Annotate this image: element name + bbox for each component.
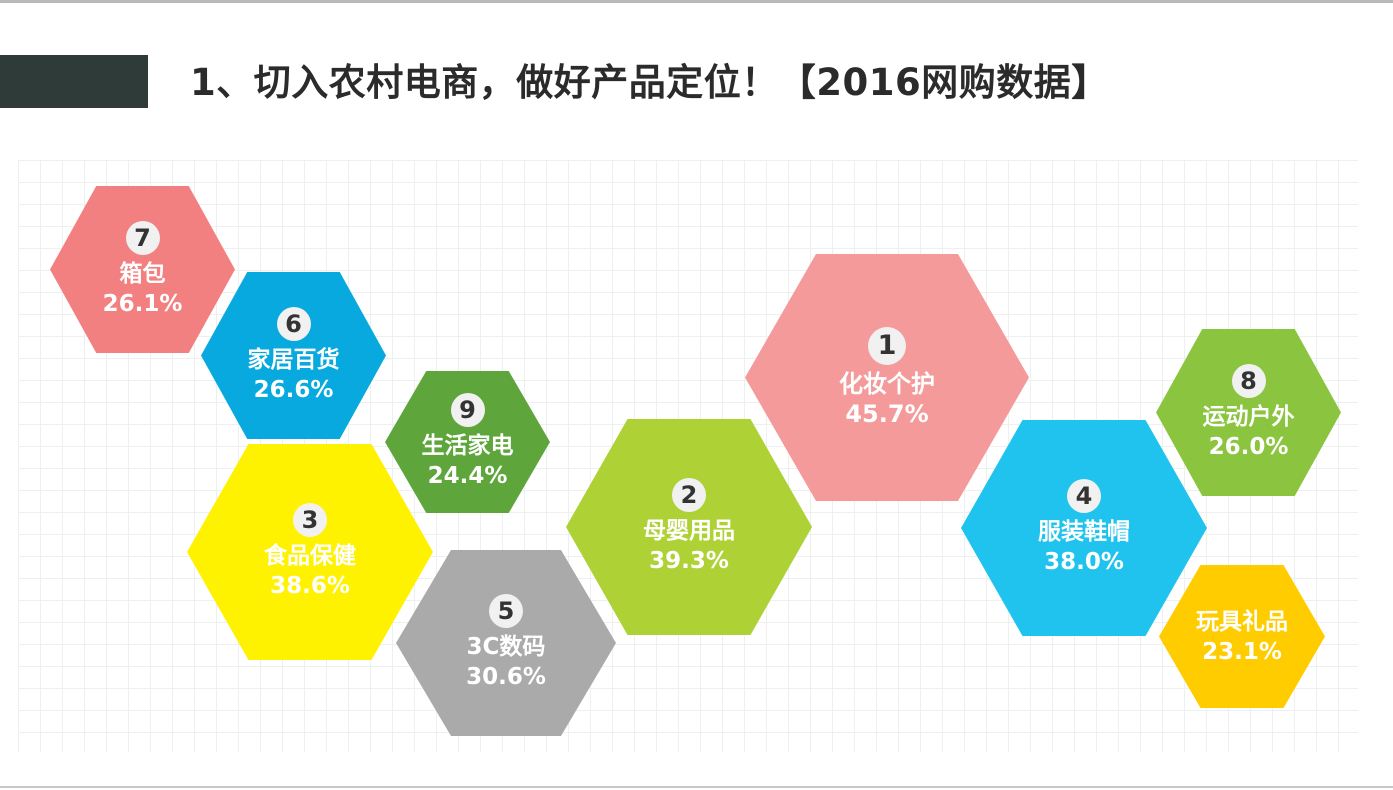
rank-badge: 2 xyxy=(672,478,706,512)
rank-badge: 3 xyxy=(293,503,327,537)
page-title: 1、切入农村电商，做好产品定位！【2016网购数据】 xyxy=(190,61,1109,104)
category-label: 运动户外 xyxy=(1202,403,1295,430)
top-rule xyxy=(0,0,1393,3)
hex-food-health: 3 食品保健 38.6% xyxy=(187,444,433,660)
category-percent: 23.1% xyxy=(1202,638,1282,665)
category-percent: 26.1% xyxy=(102,290,183,317)
category-label: 母婴用品 xyxy=(643,518,735,544)
category-percent: 38.6% xyxy=(270,573,350,599)
category-percent: 39.3% xyxy=(649,548,729,574)
category-label: 玩具礼品 xyxy=(1196,608,1288,635)
category-percent: 26.0% xyxy=(1208,433,1289,460)
rank-badge: 8 xyxy=(1231,363,1266,398)
category-percent: 45.7% xyxy=(845,399,929,428)
category-label: 服装鞋帽 xyxy=(1038,519,1130,545)
rank-badge: 5 xyxy=(489,594,523,628)
rank-badge: 9 xyxy=(450,393,485,427)
category-label: 生活家电 xyxy=(421,433,514,459)
hex-home-goods: 6 家居百货 26.6% xyxy=(201,272,386,439)
category-percent: 24.4% xyxy=(427,463,508,489)
hex-maternity: 2 母婴用品 39.3% xyxy=(566,419,812,635)
rank-badge: 4 xyxy=(1067,479,1101,513)
rank-badge: 1 xyxy=(868,326,906,365)
category-label: 食品保健 xyxy=(264,543,356,569)
category-percent: 38.0% xyxy=(1044,549,1124,575)
title-accent-bar xyxy=(0,55,148,108)
hex-sports-outdoor: 8 运动户外 26.0% xyxy=(1156,329,1341,496)
rank-badge: 7 xyxy=(125,220,160,255)
category-label: 化妆个护 xyxy=(839,369,935,398)
category-label: 箱包 xyxy=(119,260,166,287)
category-label: 3C数码 xyxy=(466,634,546,660)
rank-badge: 6 xyxy=(276,306,311,341)
category-percent: 30.6% xyxy=(466,664,546,690)
hex-apparel: 4 服装鞋帽 38.0% xyxy=(961,420,1207,636)
category-label: 家居百货 xyxy=(247,346,340,373)
bottom-rule xyxy=(0,786,1393,788)
category-percent: 26.6% xyxy=(253,376,334,403)
